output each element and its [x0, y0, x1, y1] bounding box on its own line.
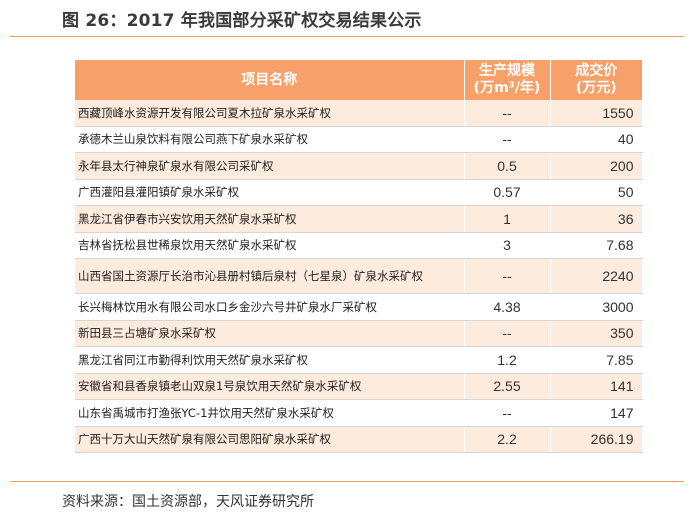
- header-price-line2: (万元): [575, 80, 617, 96]
- table-row: 广西灌阳县灌阳镇矿泉水采矿权 0.57 50: [75, 179, 643, 206]
- header-project-name: 项目名称: [75, 60, 465, 100]
- cell-project-name: 新田县三占塘矿泉水采矿权: [75, 320, 465, 347]
- cell-project-name: 永年县太行神泉矿泉水有限公司采矿权: [75, 152, 465, 180]
- table-row: 永年县太行神泉矿泉水有限公司采矿权 0.5 200: [75, 152, 643, 180]
- cell-project-name: 长兴梅林饮用水有限公司水口乡金沙六号井矿泉水厂采矿权: [75, 293, 465, 321]
- cell-production-scale: 4.38: [464, 293, 551, 321]
- cell-transaction-price: 50: [550, 179, 643, 206]
- header-scale-line2: (万m³/年): [473, 80, 541, 96]
- figure-title: 图 26：2017 年我国部分采矿权交易结果公示: [62, 11, 422, 31]
- cell-project-name: 吉林省抚松县世稀泉饮用天然矿泉水采矿权: [75, 232, 465, 259]
- header-price-line1: 成交价: [575, 63, 618, 79]
- cell-project-name: 山西省国土资源厅长治市沁县册村镇后泉村（七星泉）矿泉水采矿权: [75, 258, 465, 294]
- cell-transaction-price: 3000: [550, 293, 643, 321]
- cell-production-scale: 1: [464, 205, 551, 233]
- cell-transaction-price: 36: [550, 205, 643, 233]
- cell-production-scale: --: [464, 100, 551, 127]
- cell-project-name: 山东省禹城市打渔张YC-1井饮用天然矿泉水采矿权: [75, 399, 465, 427]
- table-row: 西藏顶峰水资源开发有限公司夏木拉矿泉水采矿权 -- 1550: [75, 100, 643, 127]
- cell-transaction-price: 2240: [550, 258, 643, 294]
- table-row: 新田县三占塘矿泉水采矿权 -- 350: [75, 320, 643, 347]
- cell-production-scale: 3: [464, 232, 551, 259]
- cell-transaction-price: 7.85: [550, 346, 643, 374]
- cell-transaction-price: 266.19: [550, 426, 643, 453]
- cell-project-name: 西藏顶峰水资源开发有限公司夏木拉矿泉水采矿权: [75, 100, 465, 127]
- cell-production-scale: 0.5: [464, 152, 551, 180]
- cell-transaction-price: 147: [550, 399, 643, 427]
- cell-production-scale: 0.57: [464, 179, 551, 206]
- cell-project-name: 承德木兰山泉饮料有限公司燕下矿泉水采矿权: [75, 126, 465, 153]
- header-production-scale: 生产规模 (万m³/年): [464, 60, 551, 100]
- cell-project-name: 黑龙江省伊春市兴安饮用天然矿泉水采矿权: [75, 205, 465, 233]
- table-header-row: 项目名称 生产规模 (万m³/年) 成交价 (万元): [75, 60, 642, 100]
- header-transaction-price: 成交价 (万元): [550, 60, 642, 100]
- cell-production-scale: 2.2: [464, 426, 551, 453]
- cell-production-scale: 2.55: [464, 373, 551, 400]
- cell-project-name: 广西灌阳县灌阳镇矿泉水采矿权: [75, 179, 465, 206]
- cell-production-scale: 1.2: [464, 346, 551, 374]
- cell-transaction-price: 1550: [550, 100, 643, 127]
- header-scale-line1: 生产规模: [479, 63, 535, 79]
- bottom-divider: [10, 481, 684, 482]
- cell-transaction-price: 200: [550, 152, 643, 180]
- cell-project-name: 安徽省和县香泉镇老山双泉1号泉饮用天然矿泉水采矿权: [75, 373, 465, 400]
- cell-production-scale: --: [464, 258, 551, 294]
- table-row: 承德木兰山泉饮料有限公司燕下矿泉水采矿权 -- 40: [75, 126, 643, 153]
- cell-project-name: 黑龙江省同江市勤得利饮用天然矿泉水采矿权: [75, 346, 465, 374]
- table-row: 山西省国土资源厅长治市沁县册村镇后泉村（七星泉）矿泉水采矿权 -- 2240: [75, 258, 643, 294]
- cell-production-scale: --: [464, 399, 551, 427]
- cell-transaction-price: 7.68: [550, 232, 643, 259]
- table-row: 长兴梅林饮用水有限公司水口乡金沙六号井矿泉水厂采矿权 4.38 3000: [75, 293, 643, 321]
- table-row: 广西十万大山天然矿泉有限公司思阳矿泉水采矿权 2.2 266.19: [75, 426, 643, 453]
- cell-production-scale: --: [464, 126, 551, 153]
- transaction-table: 项目名称 生产规模 (万m³/年) 成交价 (万元) 西藏顶峰水资源开发有限公司…: [75, 60, 643, 453]
- table-row: 黑龙江省伊春市兴安饮用天然矿泉水采矿权 1 36: [75, 205, 643, 233]
- table-row: 安徽省和县香泉镇老山双泉1号泉饮用天然矿泉水采矿权 2.55 141: [75, 373, 643, 400]
- cell-transaction-price: 350: [550, 320, 643, 347]
- source-note: 资料来源：国土资源部，天风证券研究所: [62, 494, 314, 510]
- cell-transaction-price: 40: [550, 126, 643, 153]
- cell-production-scale: --: [464, 320, 551, 347]
- table-row: 山东省禹城市打渔张YC-1井饮用天然矿泉水采矿权 -- 147: [75, 399, 643, 427]
- cell-project-name: 广西十万大山天然矿泉有限公司思阳矿泉水采矿权: [75, 426, 465, 453]
- table-row: 吉林省抚松县世稀泉饮用天然矿泉水采矿权 3 7.68: [75, 232, 643, 259]
- top-divider: [10, 36, 684, 37]
- table-row: 黑龙江省同江市勤得利饮用天然矿泉水采矿权 1.2 7.85: [75, 346, 643, 374]
- cell-transaction-price: 141: [550, 373, 643, 400]
